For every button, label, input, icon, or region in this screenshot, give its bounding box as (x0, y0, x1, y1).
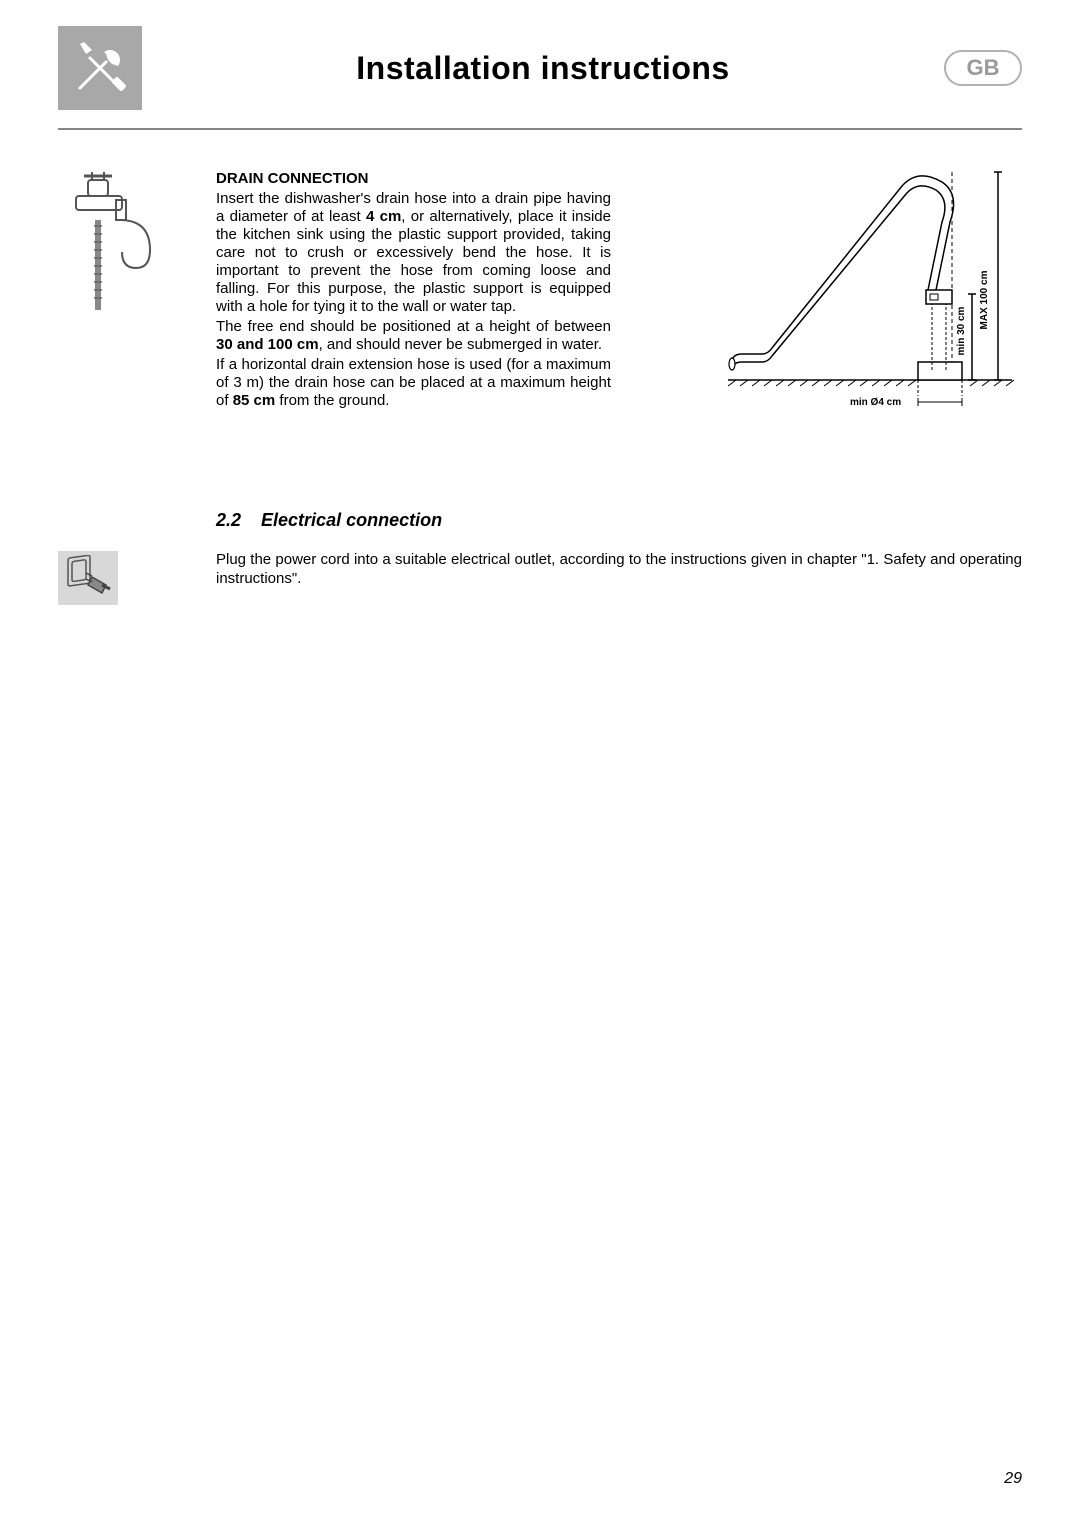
text-span: , and should never be submerged in water… (319, 336, 603, 353)
diagram-dia-label: min Ø4 cm (850, 397, 901, 408)
section-2-2-header: 2.2 Electrical connection (58, 510, 1022, 531)
drain-height-diagram: MAX 100 cm min 30 cm min Ø4 cm (722, 170, 1022, 430)
electrical-text: Plug the power cord into a suitable elec… (216, 551, 1022, 589)
page-header: Installation instructions GB (58, 26, 1022, 130)
section-number: 2.2 (216, 510, 241, 531)
drain-paragraph-1: Insert the dishwasher's drain hose into … (216, 190, 611, 316)
text-span: The free end should be positioned at a h… (216, 318, 611, 335)
installation-icon (58, 26, 142, 110)
language-badge: GB (944, 50, 1022, 86)
section-title: Electrical connection (261, 510, 442, 531)
drain-text: DRAIN CONNECTION Insert the dishwasher's… (216, 170, 611, 412)
page-title: Installation instructions (142, 50, 944, 87)
diagram-max-label: MAX 100 cm (979, 271, 990, 330)
drain-heading: DRAIN CONNECTION (216, 170, 611, 188)
drain-paragraph-2: The free end should be positioned at a h… (216, 318, 611, 354)
page-number: 29 (1004, 1470, 1022, 1488)
bold-span: 4 cm (366, 208, 401, 225)
tap-hose-icon (58, 170, 178, 320)
electrical-connection-section: Plug the power cord into a suitable elec… (58, 551, 1022, 605)
bold-span: 30 and 100 cm (216, 336, 319, 353)
text-span: from the ground. (275, 392, 389, 409)
drain-connection-section: DRAIN CONNECTION Insert the dishwasher's… (58, 170, 1022, 430)
page: Installation instructions GB (0, 0, 1080, 605)
plug-icon-column (58, 551, 216, 605)
electrical-paragraph: Plug the power cord into a suitable elec… (216, 551, 1022, 589)
diagram-min-label: min 30 cm (956, 307, 967, 356)
diagram-column: MAX 100 cm min 30 cm min Ø4 cm (611, 170, 1022, 430)
wrench-screwdriver-icon (68, 36, 132, 100)
left-icon-column (58, 170, 216, 320)
bold-span: 85 cm (233, 392, 276, 409)
drain-paragraph-3: If a horizontal drain extension hose is … (216, 356, 611, 410)
plug-outlet-icon (58, 551, 118, 605)
